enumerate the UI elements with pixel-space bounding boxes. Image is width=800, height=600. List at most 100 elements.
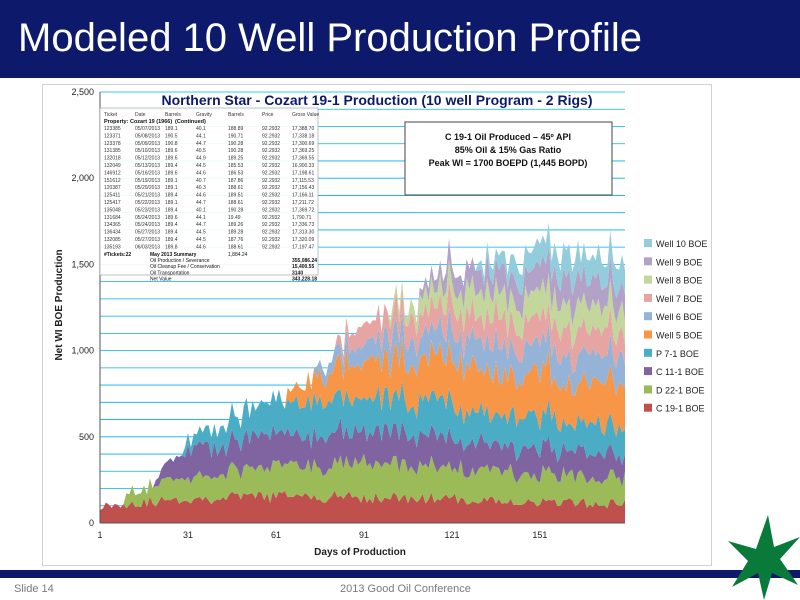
inset-cell: 187.86 xyxy=(228,178,244,184)
y-tick-label: 1,500 xyxy=(71,259,94,269)
inset-cell: 05/12/2013 xyxy=(135,156,160,162)
inset-summary-line: Oil Transportation xyxy=(150,270,190,276)
inset-cell: 92.2932 xyxy=(262,200,280,206)
x-tick-label: 151 xyxy=(532,530,547,540)
inset-cell: 92.2932 xyxy=(262,163,280,169)
inset-summary-value: 15,400.55 xyxy=(292,264,314,270)
inset-cell: 40.1 xyxy=(196,207,206,213)
inset-cell: 44.7 xyxy=(196,222,206,228)
inset-cell: 44.5 xyxy=(196,230,206,236)
inset-cell: 17,313.30 xyxy=(292,230,314,236)
inset-cell: 92.2932 xyxy=(262,170,280,176)
series-area-p-7-1-boe xyxy=(100,381,625,511)
inset-cell: 136434 xyxy=(104,230,121,236)
inset-cell: 17,388.70 xyxy=(292,126,314,132)
inset-cell: 188.61 xyxy=(228,244,244,250)
inset-cell: 189.4 xyxy=(165,222,178,228)
legend-label: Well 9 BOE xyxy=(656,257,702,267)
legend-swatch xyxy=(644,330,652,339)
inset-cell: 92.2932 xyxy=(262,185,280,191)
inset-cell: 189.4 xyxy=(165,193,178,199)
inset-cell: 189.1 xyxy=(165,185,178,191)
y-tick-label: 2,500 xyxy=(71,87,94,97)
inset-summary-line: Net Value xyxy=(150,277,172,283)
inset-cell: 185.53 xyxy=(228,163,244,169)
inset-cell: 135193 xyxy=(104,244,121,250)
slide-number: Slide 14 xyxy=(14,583,54,595)
inset-cell: 190.28 xyxy=(228,141,244,147)
inset-cell: 05/16/2013 xyxy=(135,170,160,176)
inset-continued: (Continued) xyxy=(175,119,206,125)
annotation-line: 85% Oil & 15% Gas Ratio xyxy=(455,145,562,155)
inset-summary-value: 3140 xyxy=(292,270,303,276)
footer-bar xyxy=(0,570,800,578)
legend-swatch xyxy=(644,257,652,266)
inset-cell: 44.1 xyxy=(196,215,206,221)
inset-cell: 17,211.72 xyxy=(292,200,314,206)
inset-cell: 17,369.25 xyxy=(292,148,314,154)
inset-cell: 188.61 xyxy=(228,185,244,191)
series-area-d-22-1-boe xyxy=(100,453,625,511)
inset-summary-label: #Tickets:22 xyxy=(104,252,131,258)
inset-cell: 44.5 xyxy=(196,163,206,169)
annotation-line: C 19-1 Oil Produced – 45º API xyxy=(445,132,571,142)
legend-label: Well 5 BOE xyxy=(656,331,702,341)
inset-cell: 92.2932 xyxy=(262,237,280,243)
legend-label: Well 7 BOE xyxy=(656,294,702,304)
inset-header-cell: Price xyxy=(262,112,274,118)
inset-cell: 05/20/2013 xyxy=(135,185,160,191)
inset-cell: 17,369.72 xyxy=(292,207,314,213)
inset-cell: 189.4 xyxy=(165,163,178,169)
inset-cell: 1,790.71 xyxy=(292,215,312,221)
slide-title: Modeled 10 Well Production Profile xyxy=(18,16,643,60)
legend: Well 10 BOE Well 9 BOE Well 8 BOE Well 7 BO… xyxy=(644,239,707,414)
legend-swatch xyxy=(644,385,652,394)
inset-table-bg xyxy=(99,107,319,276)
inset-cell: 05/21/2013 xyxy=(135,193,160,199)
inset-cell: 16,900.33 xyxy=(292,163,314,169)
inset-cell: 17,336.73 xyxy=(292,222,314,228)
legend-swatch xyxy=(644,275,652,284)
chart-title: Northern Star - Cozart 19-1 Production (… xyxy=(162,92,593,108)
inset-summary-value: 343,228.18 xyxy=(292,277,317,283)
inset-cell: 131684 xyxy=(104,215,121,221)
legend-label: Well 10 BOE xyxy=(656,239,707,249)
inset-cell: 17,300.69 xyxy=(292,141,314,147)
inset-cell: 44.6 xyxy=(196,193,206,199)
inset-cell: 40.3 xyxy=(196,185,206,191)
x-tick-label: 1 xyxy=(97,530,102,540)
inset-cell: 05/24/2013 xyxy=(135,222,160,228)
inset-cell: 05/19/2013 xyxy=(135,178,160,184)
inset-cell: 190.8 xyxy=(165,141,178,147)
series-area-c-11-1-boe xyxy=(100,417,625,511)
inset-cell: 189.51 xyxy=(228,193,244,199)
inset-cell: 40.5 xyxy=(196,148,206,154)
inset-summary-line: Oil Production / Severance xyxy=(150,258,210,264)
inset-cell: 189.4 xyxy=(165,230,178,236)
inset-cell: 92.2932 xyxy=(262,148,280,154)
legend-label: P 7-1 BOE xyxy=(656,349,699,359)
annotation-line: Peak WI = 1700 BOEPD (1,445 BOPD) xyxy=(429,158,588,168)
legend-swatch xyxy=(644,293,652,302)
legend-label: Well 8 BOE xyxy=(656,276,702,286)
inset-cell: 17,320.09 xyxy=(292,237,314,243)
inset-cell: 132085 xyxy=(104,237,121,243)
inset-cell: 17,197.47 xyxy=(292,244,314,250)
inset-cell: 05/27/2013 xyxy=(135,237,160,243)
legend-swatch xyxy=(644,239,652,247)
legend-label: C 11-1 BOE xyxy=(656,367,704,377)
inset-cell: 189.6 xyxy=(165,170,178,176)
inset-cell: 123378 xyxy=(104,141,121,147)
inset-cell: 05/10/2013 xyxy=(135,148,160,154)
title-bar xyxy=(0,0,800,78)
inset-header-cell: Barrels xyxy=(228,112,244,118)
inset-cell: 125411 xyxy=(104,193,121,199)
inset-cell: 186.53 xyxy=(228,170,244,176)
inset-cell: 189.6 xyxy=(165,215,178,221)
y-axis-label: Net WI BOE Production xyxy=(54,249,65,360)
inset-cell: 120387 xyxy=(104,185,121,191)
inset-cell: 190.28 xyxy=(228,148,244,154)
inset-cell: 92.2932 xyxy=(262,141,280,147)
inset-header-cell: Barrels xyxy=(165,112,181,118)
